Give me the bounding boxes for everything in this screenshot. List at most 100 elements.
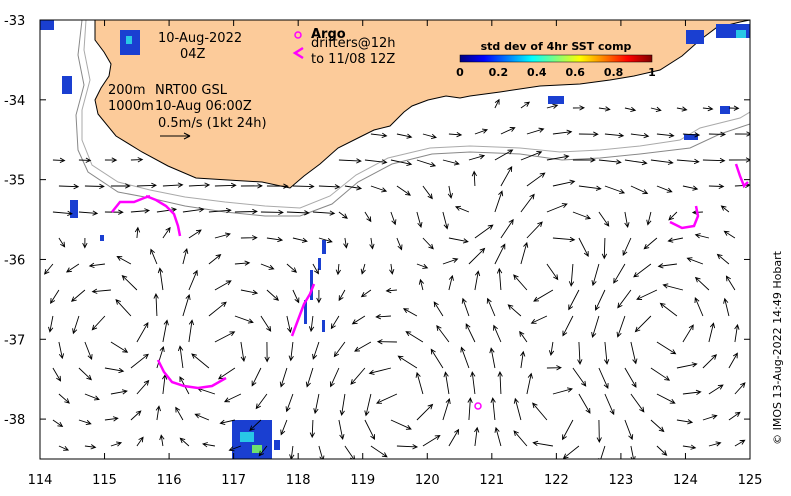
current-vector [155, 405, 161, 421]
lon-tick-label: 119 [350, 473, 375, 488]
lat-tick-label: -35 [4, 174, 25, 189]
current-vector [289, 445, 295, 459]
current-vector [266, 289, 280, 301]
current-vector [279, 367, 288, 388]
sst-patch [720, 106, 730, 114]
current-vector [630, 341, 638, 365]
lon-tick-label: 122 [544, 473, 569, 488]
current-vector [694, 276, 710, 291]
current-vector [520, 241, 529, 265]
current-vector [513, 430, 528, 447]
current-vector [415, 371, 424, 395]
current-vector [316, 289, 322, 304]
current-vector [110, 183, 131, 189]
current-vector [194, 413, 210, 421]
current-vector [260, 315, 272, 332]
lon-tick-label: 121 [479, 473, 504, 488]
current-vector [368, 367, 392, 375]
current-vector [240, 289, 259, 295]
current-vector [305, 367, 314, 388]
current-vector [286, 263, 298, 273]
lon-tick-label: 124 [673, 473, 698, 488]
current-vector [175, 406, 184, 421]
current-vector [318, 184, 341, 190]
current-vector [604, 393, 615, 416]
current-vector [562, 419, 574, 441]
sst-patch [252, 445, 262, 453]
current-vector [177, 345, 184, 369]
current-vector [613, 263, 626, 284]
current-vector [442, 398, 451, 421]
current-vector [390, 211, 397, 226]
current-vector [734, 131, 750, 137]
current-vector [520, 193, 535, 213]
current-vector [526, 221, 543, 239]
current-vector [624, 419, 634, 441]
current-vector [494, 98, 500, 109]
current-vector [728, 105, 740, 111]
current-vector [494, 149, 514, 161]
current-vector [188, 229, 202, 239]
product-time-label: 10-Aug 06:00Z [155, 99, 252, 114]
current-vector [84, 393, 100, 401]
current-vector [50, 289, 60, 304]
lat-tick-label: -38 [4, 413, 25, 428]
current-vector [52, 210, 73, 216]
current-vector [624, 367, 637, 388]
current-vector [568, 289, 580, 311]
current-vector [286, 210, 310, 216]
current-vector [330, 315, 340, 330]
sst-patch [274, 440, 280, 450]
current-vector [470, 371, 476, 395]
current-vector [461, 297, 470, 317]
sst-patch [70, 200, 78, 218]
current-vector [682, 132, 701, 138]
lon-tick-label: 123 [608, 473, 633, 488]
current-vector [390, 419, 412, 430]
current-vector [416, 403, 434, 421]
current-vector [682, 324, 694, 343]
current-vector [486, 297, 496, 317]
current-vector [208, 253, 222, 265]
current-vector [520, 101, 531, 109]
current-vector [422, 133, 437, 139]
current-vector [668, 211, 678, 221]
current-vector [370, 185, 388, 193]
current-vector [52, 367, 62, 382]
current-vector [442, 257, 459, 265]
current-vector [500, 218, 514, 239]
current-vector [513, 274, 528, 291]
current-vector [402, 308, 418, 317]
current-vector [526, 127, 545, 135]
current-vector [285, 393, 294, 413]
sst-std-patches [40, 20, 750, 459]
current-vector [396, 185, 411, 196]
depth-label-200: 200m [108, 83, 145, 98]
current-vector [58, 341, 65, 360]
current-vector [156, 207, 178, 213]
current-vector [656, 393, 676, 404]
current-vector [422, 185, 433, 200]
current-vector [526, 372, 533, 395]
current-vector [702, 354, 718, 369]
current-vector [682, 185, 699, 191]
current-vector [494, 243, 506, 265]
lat-tick-label: -37 [4, 333, 25, 348]
current-vector [416, 263, 429, 269]
current-vector [370, 445, 388, 458]
current-vector [58, 445, 70, 451]
current-vector [104, 367, 125, 374]
current-vector [650, 367, 671, 381]
current-vector [130, 410, 142, 421]
current-vector [520, 150, 543, 161]
date-label: 10-Aug-2022 [158, 31, 242, 46]
current-vector [234, 260, 251, 266]
current-vector [562, 445, 580, 459]
current-vector [364, 159, 388, 165]
scale-arrow [160, 132, 191, 140]
current-vector [266, 183, 289, 189]
current-vector [312, 263, 319, 275]
current-vector [251, 367, 262, 387]
current-vectors [44, 98, 750, 459]
